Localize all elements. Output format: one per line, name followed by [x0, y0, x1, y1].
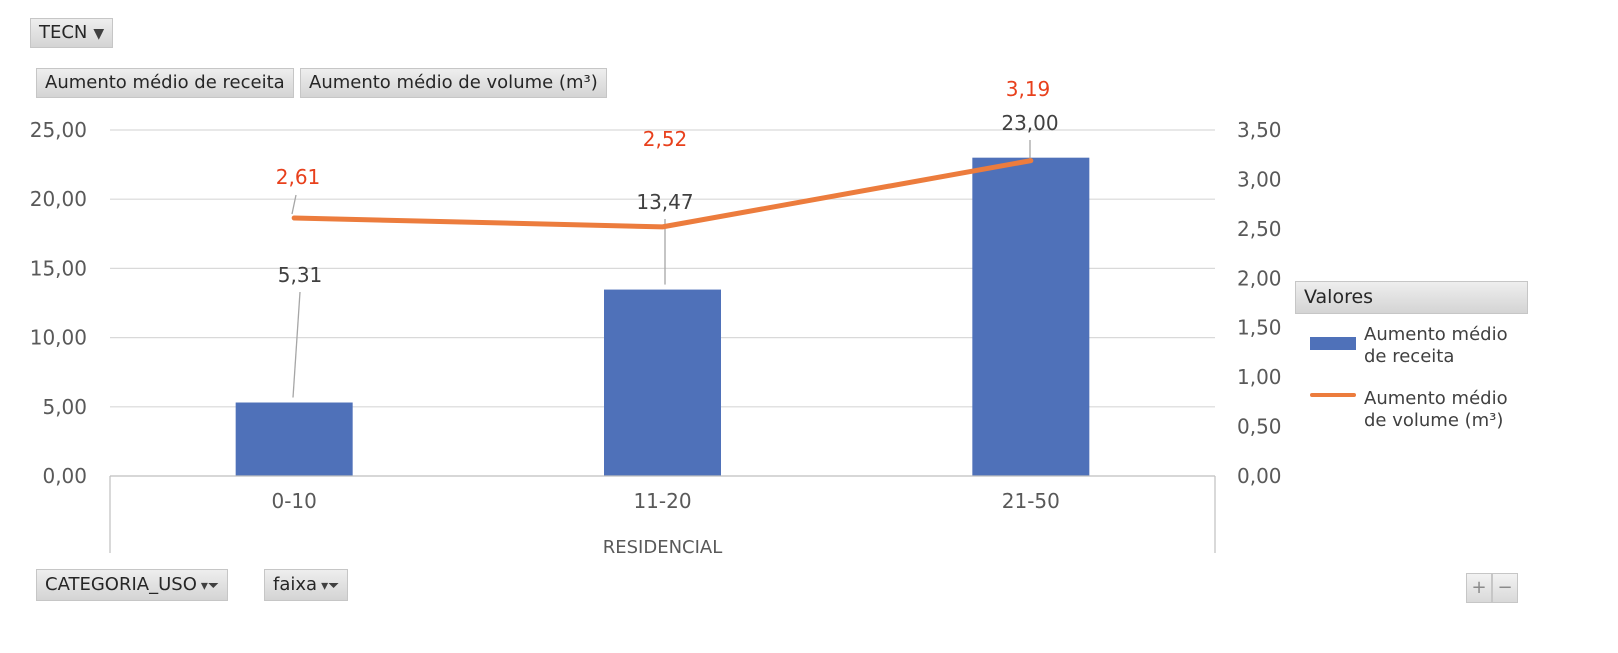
data-label-leader: [292, 291, 301, 398]
data-label-leader: [291, 194, 297, 215]
category-group-label: RESIDENCIAL: [603, 537, 723, 558]
collapse-button[interactable]: −: [1492, 573, 1518, 603]
line-data-label: 2,52: [643, 127, 688, 151]
bar-data-label: 13,47: [636, 190, 693, 214]
y-right-tick-label: 0,50: [1237, 415, 1282, 439]
axis-field-faixa-label: faixa: [273, 574, 318, 595]
y-right-tick-label: 2,50: [1237, 217, 1282, 241]
y-left-tick-label: 25,00: [30, 118, 87, 142]
y-right-tick-label: 3,00: [1237, 167, 1282, 191]
filter-icon: ▾⏷: [200, 578, 220, 594]
bar: [235, 402, 353, 476]
legend-item-volume: Aumento médio de volume (m³): [1364, 388, 1508, 431]
value-field-volume-button[interactable]: Aumento médio de volume (m³): [300, 68, 607, 98]
report-filter-label: TECN: [39, 22, 88, 43]
value-field-volume-label: Aumento médio de volume (m³): [309, 72, 598, 93]
bar: [604, 289, 721, 476]
report-filter-button[interactable]: TECN ▼: [30, 18, 114, 48]
y-right-tick-label: 3,50: [1237, 118, 1282, 142]
filter-icon: ▾⏷: [321, 578, 340, 594]
y-left-tick-label: 15,00: [30, 256, 87, 280]
category-label: 0-10: [271, 489, 316, 513]
expand-button[interactable]: +: [1466, 573, 1492, 603]
y-right-tick-label: 1,00: [1237, 365, 1282, 389]
axis-field-faixa-button[interactable]: faixa ▾⏷: [264, 569, 349, 601]
y-left-tick-label: 0,00: [42, 464, 87, 488]
y-right-tick-label: 2,00: [1237, 266, 1282, 290]
value-field-receita-label: Aumento médio de receita: [45, 72, 285, 93]
line-data-label: 3,19: [1006, 77, 1051, 101]
y-right-tick-label: 0,00: [1237, 464, 1282, 488]
category-label: 21-50: [1002, 489, 1060, 513]
axis-field-categoria-button[interactable]: CATEGORIA_USO ▾⏷: [36, 569, 229, 601]
dropdown-arrow-icon: ▼: [93, 26, 105, 42]
legend-swatch-receita: [1310, 337, 1356, 350]
line-data-label: 2,61: [276, 165, 321, 189]
legend-item-receita: Aumento médio de receita: [1364, 324, 1508, 367]
bar: [972, 157, 1090, 476]
y-left-tick-label: 10,00: [30, 326, 87, 350]
y-left-tick-label: 5,00: [42, 395, 87, 419]
line-series-volume: [291, 158, 1034, 230]
bar-data-label: 23,00: [1001, 111, 1058, 135]
value-field-receita-button[interactable]: Aumento médio de receita: [36, 68, 294, 98]
bar-data-label: 5,31: [278, 263, 323, 287]
y-right-tick-label: 1,50: [1237, 316, 1282, 340]
axis-field-categoria-label: CATEGORIA_USO: [45, 574, 197, 595]
legend-title: Valores: [1295, 281, 1528, 314]
y-left-tick-label: 20,00: [30, 187, 87, 211]
category-label: 11-20: [633, 489, 691, 513]
legend-swatch-volume: [1310, 393, 1356, 397]
